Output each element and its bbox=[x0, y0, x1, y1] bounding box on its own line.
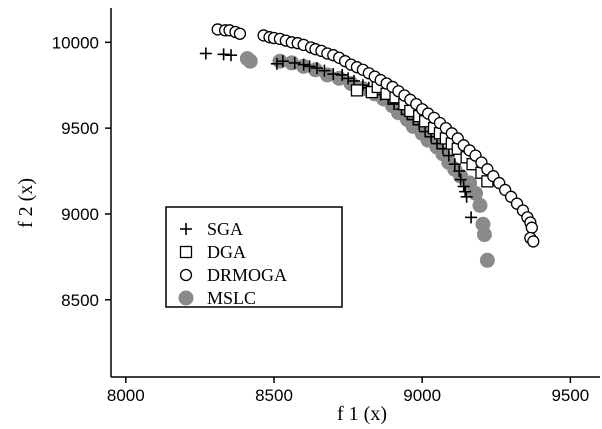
data-point bbox=[442, 149, 455, 162]
x-tick-label: 8500 bbox=[255, 386, 293, 405]
data-point bbox=[479, 252, 495, 268]
legend: SGA DGA DRMOGA MSLC bbox=[165, 206, 343, 308]
legend-box bbox=[165, 206, 343, 308]
legend-label: DGA bbox=[207, 242, 246, 262]
data-point bbox=[310, 62, 323, 75]
data-point bbox=[217, 48, 230, 61]
y-tick-label: 9500 bbox=[61, 119, 99, 138]
legend-marker bbox=[179, 268, 193, 282]
legend-marker bbox=[180, 223, 192, 235]
x-axis-title: f 1 (x) bbox=[337, 403, 387, 425]
data-point bbox=[457, 180, 470, 193]
data-point bbox=[233, 27, 247, 40]
legend-marker bbox=[179, 245, 193, 259]
data-point bbox=[465, 211, 478, 224]
data-point bbox=[460, 190, 473, 203]
data-point bbox=[472, 197, 488, 213]
x-tick-label: 8000 bbox=[107, 386, 145, 405]
data-point bbox=[318, 64, 331, 77]
data-point bbox=[242, 53, 258, 69]
y-tick-label: 8500 bbox=[61, 291, 99, 310]
data-point bbox=[270, 57, 283, 70]
data-point bbox=[350, 84, 364, 97]
data-point bbox=[454, 173, 467, 186]
ticks: 8000 8500 9000 9500 8500 9000 9500 10000 bbox=[52, 33, 590, 405]
legend-label: SGA bbox=[207, 219, 243, 239]
data-point bbox=[199, 47, 212, 60]
y-axis-title: f 2 (x) bbox=[15, 178, 37, 228]
data-point bbox=[453, 165, 466, 178]
legend-item-dga: DGA bbox=[179, 242, 246, 262]
legend-marker bbox=[178, 290, 194, 306]
y-tick-label: 9000 bbox=[61, 205, 99, 224]
series-drmoga bbox=[211, 23, 540, 248]
legend-label: DRMOGA bbox=[207, 265, 287, 285]
data-point bbox=[525, 221, 538, 234]
legend-items: SGA DGA DRMOGA MSLC bbox=[178, 219, 287, 308]
data-marks bbox=[199, 23, 540, 268]
data-point bbox=[327, 68, 340, 81]
data-point bbox=[288, 56, 301, 69]
data-point bbox=[297, 58, 310, 71]
data-point bbox=[225, 49, 238, 62]
data-point bbox=[527, 235, 540, 248]
x-tick-label: 9500 bbox=[551, 386, 589, 405]
legend-item-drmoga: DRMOGA bbox=[179, 265, 287, 285]
data-point bbox=[476, 227, 492, 243]
data-point bbox=[303, 60, 316, 73]
axes: 8000 8500 9000 9500 8500 9000 9500 10000 bbox=[52, 8, 600, 405]
data-point bbox=[276, 55, 289, 68]
legend-item-mslc: MSLC bbox=[178, 288, 256, 308]
data-point bbox=[459, 185, 472, 198]
x-tick-label: 9000 bbox=[403, 386, 441, 405]
y-tick-label: 10000 bbox=[52, 33, 99, 52]
data-point bbox=[342, 72, 355, 85]
legend-item-sga: SGA bbox=[180, 219, 243, 239]
legend-label: MSLC bbox=[207, 288, 256, 308]
data-point bbox=[448, 158, 461, 171]
